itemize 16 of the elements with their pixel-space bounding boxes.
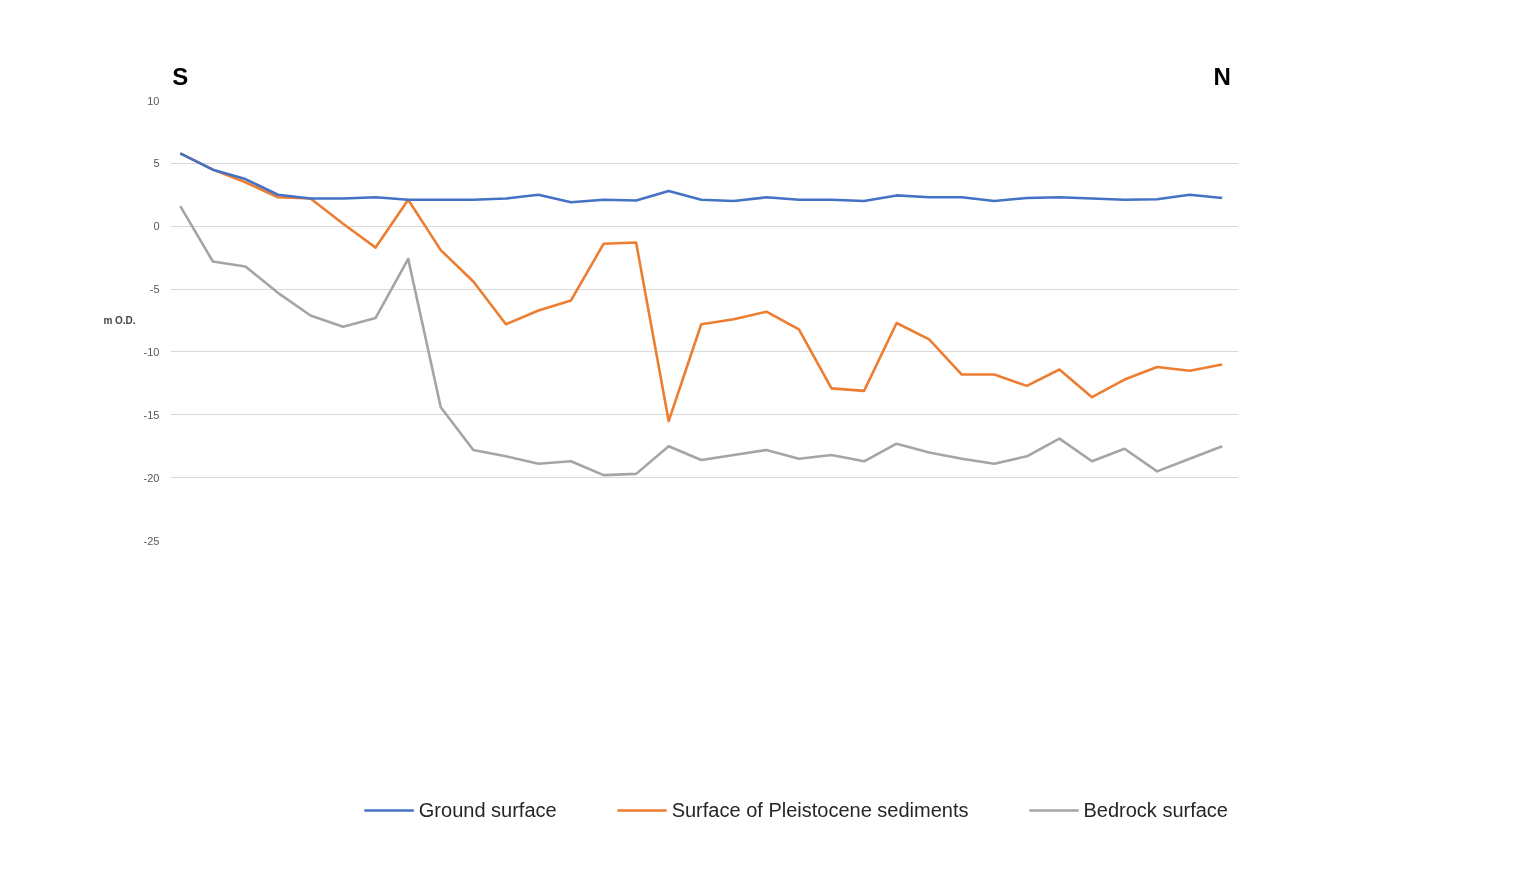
y-tick-label: -5 [149, 283, 160, 296]
y-tick-label: 5 [153, 157, 160, 170]
y-tick-label: -10 [143, 345, 160, 358]
text: N [1213, 62, 1231, 90]
y-tick-label: 10 [147, 94, 160, 107]
y-tick-label: -15 [143, 408, 160, 421]
y-tick-label: -20 [143, 471, 160, 484]
legend-label: Bedrock surface [1083, 798, 1228, 822]
legend-label: Ground surface [418, 798, 557, 822]
y-axis-title: m O.D. [103, 315, 136, 326]
y-tick-label: 0 [153, 220, 160, 233]
legend-label: Surface of Pleistocene sediments [671, 798, 969, 822]
line-series [178, 152, 1224, 204]
text: S [172, 62, 189, 90]
line-series [178, 204, 1224, 477]
y-tick-label: -25 [143, 534, 160, 547]
